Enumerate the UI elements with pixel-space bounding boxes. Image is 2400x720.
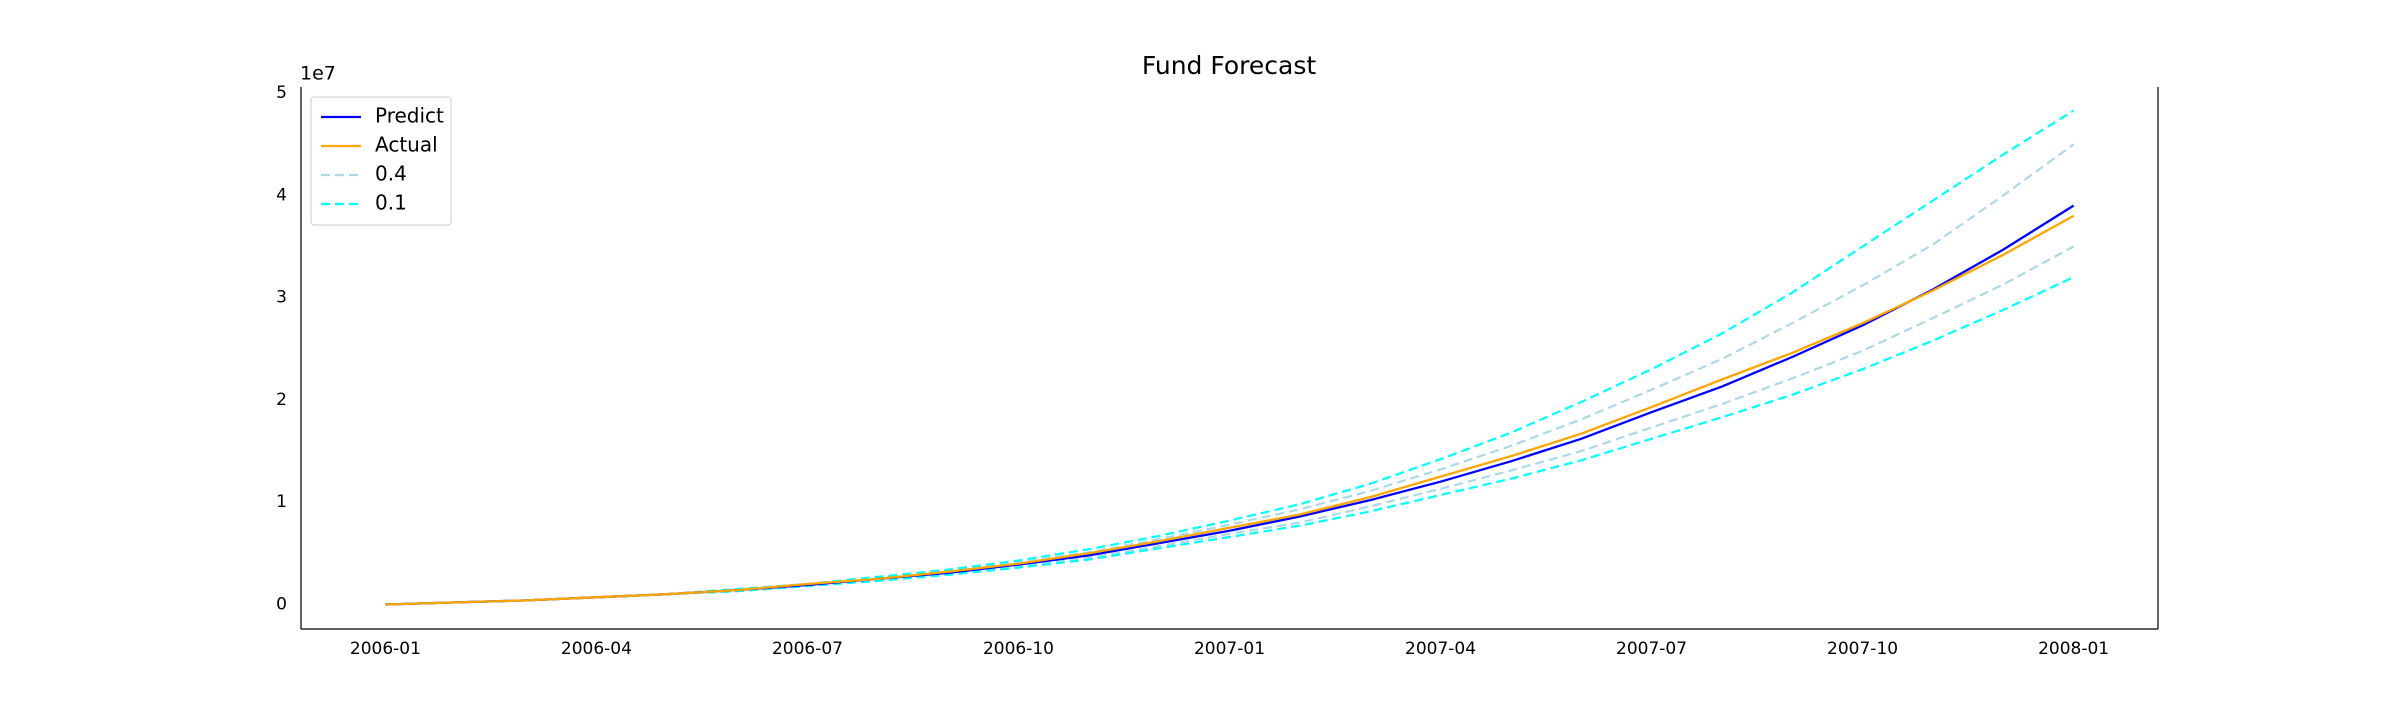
y-tick-label: 0 <box>276 594 287 614</box>
x-tick-label: 2007-01 <box>1194 639 1265 659</box>
y-tick-label: 4 <box>276 185 287 205</box>
legend-label: Predict <box>375 104 444 128</box>
y-tick-label: 2 <box>276 390 287 410</box>
x-tick-label: 2006-01 <box>350 639 421 659</box>
line <box>385 276 2075 606</box>
legend-label: 0.4 <box>375 162 407 186</box>
legend-box <box>310 96 452 226</box>
x-tick-label: 2006-10 <box>983 639 1054 659</box>
legend-label: Actual <box>375 133 438 157</box>
y-tick-label: 1 <box>276 492 287 512</box>
x-tick-label: 2008-01 <box>2038 639 2109 659</box>
x-tick-label: 2007-10 <box>1827 639 1898 659</box>
line <box>385 143 2075 606</box>
line <box>385 204 2075 606</box>
y-offset-label: 1e7 <box>300 63 336 85</box>
y-tick-label: 3 <box>276 288 287 308</box>
legend-label: 0.1 <box>375 191 407 215</box>
line <box>385 245 2075 606</box>
line <box>385 214 2075 606</box>
y-tick-label: 5 <box>276 83 287 103</box>
chart-title: Fund Forecast <box>1142 51 1317 80</box>
x-tick-label: 2006-07 <box>772 639 843 659</box>
x-tick-label: 2007-07 <box>1616 639 1687 659</box>
x-tick-label: 2007-04 <box>1405 639 1476 659</box>
x-tick-label: 2006-04 <box>561 639 632 659</box>
